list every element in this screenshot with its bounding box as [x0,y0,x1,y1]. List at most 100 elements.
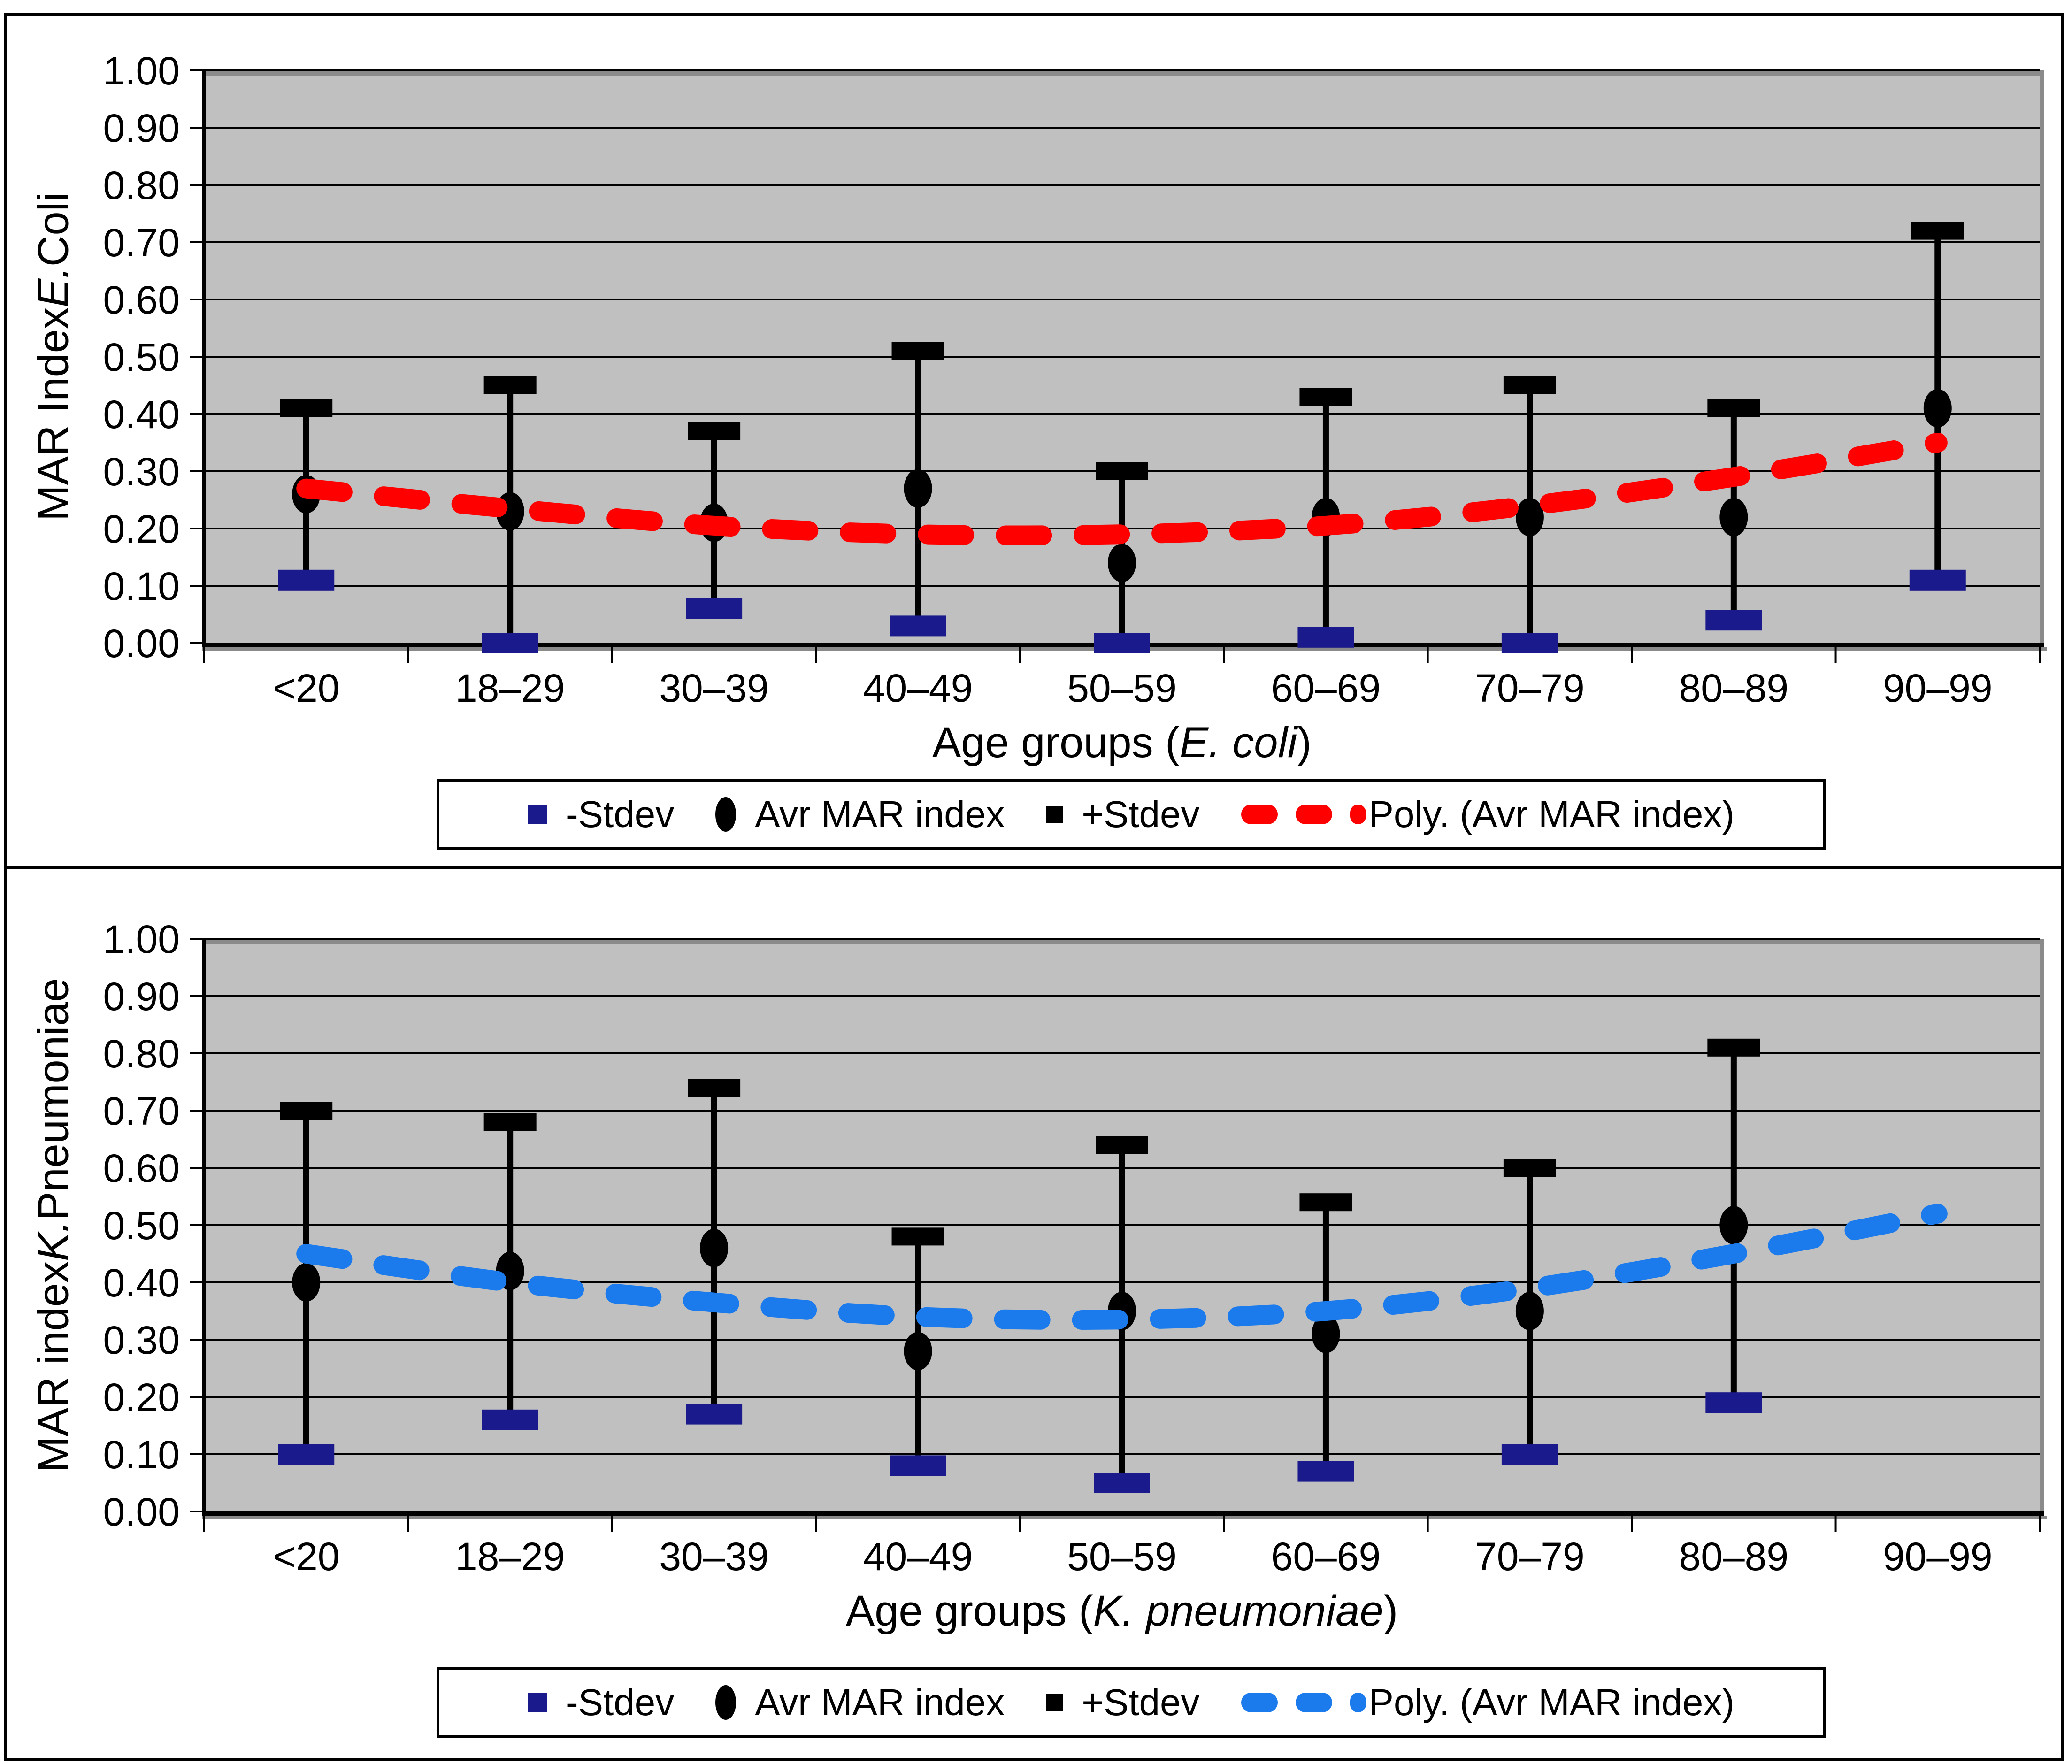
x-tick-label: 70–79 [1475,666,1585,710]
plus-stdev-marker-icon [1046,806,1063,823]
x-tick [1631,647,1633,663]
axis-title-text: Age groups ( [932,719,1180,767]
x-tick [815,647,817,663]
minus-stdev-cap [1705,1392,1762,1413]
x-tick [203,1516,205,1532]
x-tick [1223,647,1225,663]
y-tick [190,1396,204,1398]
avg-dot [1719,498,1748,537]
legend-item-minus-stdev: -Stdev [528,1681,674,1724]
plus-stdev-cap [891,342,944,360]
y-tick [190,413,204,415]
y-tick [190,184,204,186]
plus-stdev-cap [1096,1136,1148,1154]
avg-dot [292,1263,321,1302]
legend-item-avr-mar-index: Avr MAR index [715,1681,1005,1724]
avg-dot [904,469,932,508]
y-axis-line [202,70,206,645]
plus-stdev-cap [280,399,333,417]
legend-label: -Stdev [566,793,675,835]
plus-stdev-cap [280,1102,333,1120]
x-tick [2039,1516,2041,1532]
plot-edge-top [204,70,2044,76]
x-tick-label: 50–59 [1067,1534,1177,1579]
x-axis-line [202,1511,2044,1516]
y-tick [190,1052,204,1054]
y-tick-label: 0.40 [103,392,180,437]
legend-label: -Stdev [566,1681,675,1723]
x-tick-label: 90–99 [1883,666,1993,710]
y-tick-label: 0.30 [103,450,180,494]
plus-stdev-cap [1299,1193,1352,1212]
y-tick-label: 0.50 [103,1204,180,1248]
plus-stdev-cap [1911,222,1964,240]
ecoli-plot: 0.00 0.10 0.20 0.30 0.40 0.50 0.60 0.70 0.80 0.90… [103,49,2047,710]
y-tick-label: 0.60 [103,278,180,322]
x-tick [815,1516,817,1532]
ecoli-y-axis-title: MAR Index E. Coli [23,70,84,643]
gridline [204,127,2040,129]
axis-title-text: E. [29,267,77,308]
avg-dot [1515,1292,1544,1330]
minus-stdev-cap [278,569,335,591]
axis-title-text: ) [1383,1587,1398,1635]
y-tick [190,1339,204,1341]
legend-item-poly: Poly. (Avr MAR index) [1241,793,1734,836]
plus-stdev-cap [483,1113,537,1131]
poly-curve [296,433,1948,545]
y-tick-label: 0.00 [103,1490,180,1534]
x-tick [1019,1516,1021,1532]
axis-title-text: ) [1297,719,1312,767]
plot-edge-right [2040,70,2044,643]
axis-title-text: Age groups ( [845,1587,1093,1635]
legend-item-avr-mar-index: Avr MAR index [715,793,1005,836]
x-tick [1631,1516,1633,1532]
y-tick [190,1281,204,1283]
y-tick-label: 0.80 [103,163,180,207]
x-axis-shadow [202,1516,2047,1519]
x-tick [407,647,409,663]
minus-stdev-cap [1909,569,1966,591]
minus-stdev-cap [1094,1473,1150,1493]
x-tick [1834,1516,1837,1532]
poly-curve [296,1204,1948,1330]
minus-stdev-cap [482,633,538,653]
x-tick-label: 80–89 [1679,1534,1789,1579]
legend-label: +Stdev [1082,793,1200,835]
x-tick [2039,647,2041,663]
y-tick-label: 0.90 [103,974,180,1019]
avg-dot-marker-icon [715,1685,737,1720]
y-tick-label: 0.30 [103,1318,180,1362]
avg-dot [1312,1314,1340,1353]
y-tick [190,356,204,358]
plus-stdev-cap [1707,1038,1760,1057]
x-tick [1019,647,1021,663]
y-tick-label: 0.90 [103,106,180,150]
gridline [204,299,2040,300]
x-tick [611,647,613,663]
gridline [204,184,2040,186]
avg-dot [1108,544,1136,583]
kpneumoniae-legend: -Stdev Avr MAR index +Stdev Poly. (Avr M… [437,1667,1826,1738]
y-axis-line [202,939,206,1514]
y-tick [190,1511,204,1512]
x-tick-label: <20 [273,1534,340,1579]
x-tick-label: 60–69 [1271,666,1381,710]
minus-stdev-cap [686,1404,743,1425]
minus-stdev-cap [890,1455,946,1476]
x-tick-label: 40–49 [863,1534,973,1579]
y-tick [190,299,204,300]
y-tick [190,69,204,71]
axis-title-text: MAR index [29,1261,77,1473]
x-tick-label: 40–49 [863,666,973,710]
y-tick [190,642,204,644]
y-tick-label: 0.10 [103,1433,180,1477]
gridline [204,241,2040,243]
y-tick-label: 0.40 [103,1261,180,1305]
legend-label: Poly. (Avr MAR index) [1368,1681,1734,1723]
y-tick [190,1453,204,1455]
minus-stdev-cap [686,598,743,619]
plot-edge-top [204,939,2044,944]
gridline [204,1052,2040,1054]
